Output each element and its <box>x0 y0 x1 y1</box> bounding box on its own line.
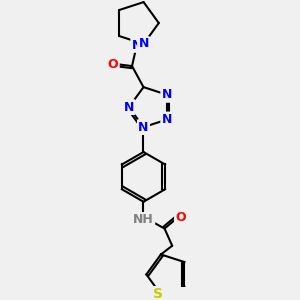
Text: O: O <box>108 58 118 71</box>
Text: N: N <box>162 113 172 126</box>
Text: N: N <box>124 100 134 114</box>
Text: O: O <box>176 211 186 224</box>
Text: N: N <box>162 113 172 126</box>
Text: N: N <box>162 88 172 101</box>
Text: S: S <box>153 287 163 300</box>
Text: NH: NH <box>133 213 154 226</box>
Text: N: N <box>138 121 149 134</box>
Text: O: O <box>108 58 118 71</box>
Text: N: N <box>124 100 134 114</box>
Text: S: S <box>153 287 163 300</box>
Text: NH: NH <box>133 213 154 226</box>
Text: N: N <box>132 38 142 52</box>
Text: N: N <box>162 88 172 101</box>
Text: N: N <box>138 38 149 50</box>
Text: N: N <box>138 121 149 134</box>
Text: O: O <box>176 211 186 224</box>
